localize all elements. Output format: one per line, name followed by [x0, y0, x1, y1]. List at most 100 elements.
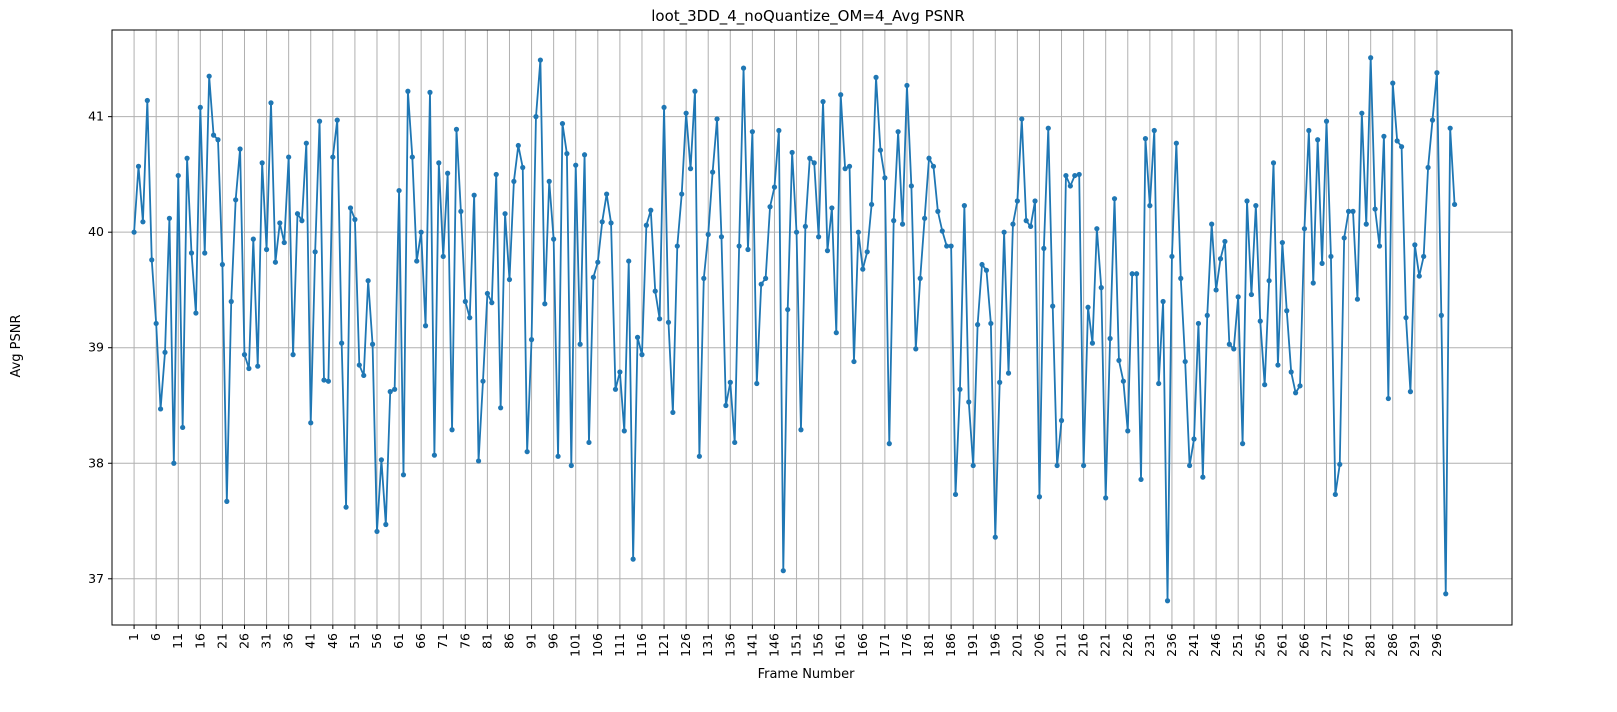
data-point	[436, 160, 442, 166]
data-point	[475, 458, 482, 464]
data-point	[1262, 382, 1268, 388]
data-point	[524, 449, 530, 455]
data-point	[268, 100, 274, 106]
x-tick-label: 66	[413, 633, 428, 649]
data-point	[1164, 598, 1171, 604]
data-point	[427, 89, 433, 95]
data-point	[648, 207, 654, 213]
data-point	[1407, 389, 1414, 395]
data-point	[723, 402, 729, 409]
data-point	[1425, 164, 1431, 171]
data-point	[184, 155, 190, 161]
data-point	[785, 306, 791, 313]
x-tick-label: 281	[1363, 633, 1378, 657]
data-point	[1270, 160, 1277, 166]
data-point	[449, 427, 455, 433]
x-tick-label: 241	[1186, 633, 1201, 657]
data-point	[727, 379, 733, 385]
data-point	[904, 82, 910, 89]
data-point	[210, 132, 217, 138]
data-point	[321, 377, 327, 383]
data-point	[193, 310, 199, 316]
x-tick-label: 156	[811, 633, 826, 657]
data-point	[789, 149, 795, 156]
data-point	[864, 249, 870, 255]
data-point	[374, 528, 380, 535]
data-point	[586, 439, 592, 446]
data-point	[1032, 198, 1038, 204]
data-point	[1310, 280, 1316, 286]
data-point	[440, 253, 446, 260]
data-point	[1125, 428, 1131, 434]
x-tick-label: 6	[148, 633, 163, 641]
data-point	[802, 223, 808, 230]
data-point	[489, 300, 495, 306]
data-point	[590, 274, 596, 280]
data-point	[829, 205, 835, 211]
data-point	[661, 104, 667, 111]
data-point	[780, 568, 786, 574]
data-point	[1178, 275, 1184, 281]
data-point	[1248, 291, 1255, 298]
x-tick-label: 226	[1120, 633, 1135, 657]
data-point	[1129, 271, 1135, 277]
x-axis-label: Frame Number	[758, 667, 856, 682]
y-tick-label: 39	[88, 340, 104, 355]
data-point	[838, 92, 844, 98]
data-point	[361, 372, 367, 379]
data-point	[1098, 285, 1104, 291]
data-point	[559, 120, 566, 127]
x-tick-label: 81	[479, 633, 494, 649]
x-tick-label: 51	[347, 633, 362, 649]
data-point	[855, 229, 861, 235]
data-point	[471, 192, 477, 198]
data-point	[630, 556, 636, 562]
data-point	[1284, 308, 1290, 314]
data-point	[573, 162, 579, 168]
data-point	[763, 275, 769, 281]
data-point	[1253, 203, 1259, 209]
data-point	[816, 234, 822, 240]
data-point	[1213, 287, 1219, 293]
data-point	[1045, 125, 1051, 131]
data-point	[1231, 346, 1237, 352]
data-point	[180, 424, 186, 431]
data-point	[387, 389, 393, 395]
x-tick-label: 86	[501, 633, 516, 649]
data-point	[515, 142, 521, 149]
data-point	[740, 65, 747, 71]
data-point	[144, 97, 150, 104]
data-point	[975, 322, 981, 328]
data-point	[687, 166, 694, 172]
data-point	[811, 160, 817, 166]
x-tick-label: 181	[921, 633, 936, 657]
data-point	[846, 163, 853, 169]
data-point	[188, 250, 195, 256]
data-point	[197, 104, 203, 111]
data-point	[913, 346, 919, 352]
data-point	[718, 234, 725, 240]
x-tick-label: 131	[700, 633, 715, 657]
data-point	[255, 363, 261, 369]
data-point	[860, 266, 866, 272]
data-point	[498, 405, 504, 411]
data-point	[771, 184, 778, 190]
x-tick-label: 106	[590, 633, 605, 657]
data-point	[206, 73, 212, 79]
data-point	[948, 243, 954, 249]
data-point	[1394, 138, 1400, 144]
data-point	[1195, 320, 1202, 327]
x-tick-label: 11	[170, 633, 185, 649]
data-point	[290, 352, 296, 358]
data-point	[1089, 340, 1096, 346]
data-point	[1301, 226, 1308, 232]
data-point	[299, 218, 305, 224]
data-point	[467, 315, 473, 321]
data-point	[1023, 218, 1029, 224]
data-point	[383, 521, 389, 528]
data-point	[674, 243, 680, 249]
data-point	[1279, 239, 1285, 246]
data-point	[696, 453, 702, 459]
x-axis-ticks: 1 6 11 16 21 26 31 36 41 46 51 56 61 66 71 76 81 86 91 96 10…	[126, 625, 1444, 657]
data-point	[533, 114, 539, 120]
